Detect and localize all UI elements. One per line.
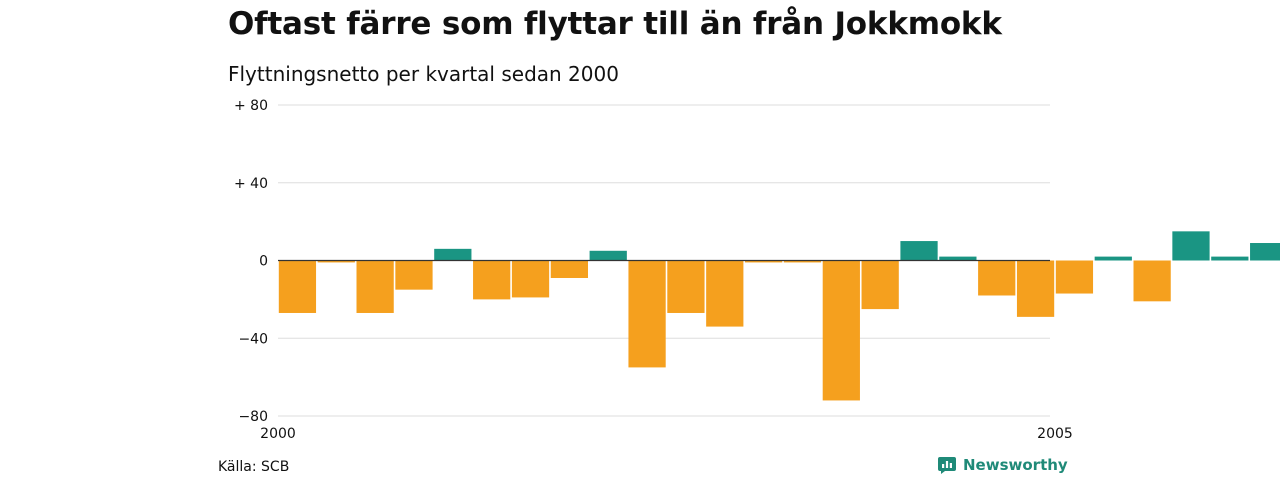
bar bbox=[1016, 260, 1055, 317]
bar bbox=[589, 250, 627, 261]
y-tick-label: −80 bbox=[238, 409, 268, 425]
bar bbox=[278, 260, 317, 313]
bar bbox=[978, 260, 1016, 296]
bar bbox=[1055, 260, 1094, 294]
bar bbox=[1211, 256, 1249, 261]
source-note: Källa: SCB bbox=[218, 459, 290, 475]
bar bbox=[434, 248, 472, 261]
bar bbox=[900, 241, 938, 261]
newsworthy-logo-icon bbox=[938, 457, 956, 474]
bar bbox=[1250, 243, 1280, 261]
y-tick-label: + 40 bbox=[234, 176, 268, 192]
bar bbox=[861, 260, 899, 310]
bar bbox=[395, 260, 433, 290]
y-tick-label: + 80 bbox=[234, 98, 268, 114]
chart-title: Oftast färre som flyttar till än från Jo… bbox=[228, 6, 1002, 42]
axis-labels: + 80+ 400−40−8020002005201020152020 bbox=[234, 98, 1073, 442]
x-tick-label: 2005 bbox=[1037, 426, 1073, 442]
bar bbox=[745, 260, 783, 263]
y-tick-label: 0 bbox=[259, 254, 268, 270]
bar bbox=[939, 256, 977, 261]
bar bbox=[628, 260, 666, 368]
brand-name: Newsworthy bbox=[963, 456, 1068, 474]
y-tick-label: −40 bbox=[238, 331, 268, 347]
bars bbox=[278, 231, 1280, 401]
bar bbox=[511, 260, 550, 298]
bar bbox=[1133, 260, 1171, 302]
chart-subtitle: Flyttningsnetto per kvartal sedan 2000 bbox=[228, 62, 619, 86]
bar bbox=[550, 260, 588, 278]
bar bbox=[356, 260, 394, 313]
brand-logo[interactable]: Newsworthy bbox=[937, 455, 1068, 475]
bar bbox=[783, 260, 822, 263]
bar bbox=[667, 260, 705, 313]
bar bbox=[1172, 231, 1210, 261]
bar bbox=[473, 260, 511, 300]
bar bbox=[822, 260, 860, 401]
bar bbox=[317, 260, 355, 263]
bar bbox=[1094, 256, 1132, 261]
x-tick-label: 2000 bbox=[260, 426, 296, 442]
bar bbox=[706, 260, 744, 327]
